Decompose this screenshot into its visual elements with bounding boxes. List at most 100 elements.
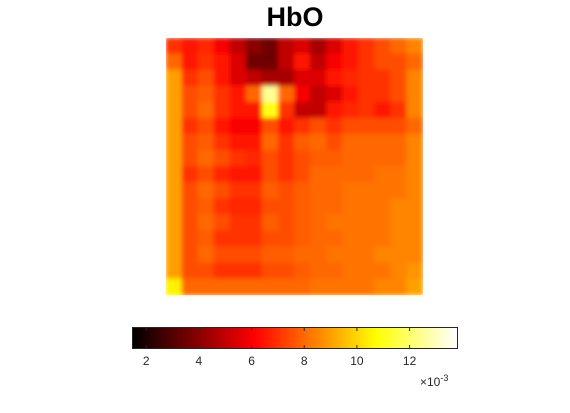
heatmap-cell [229, 166, 247, 184]
heatmap-cell [406, 166, 423, 184]
heatmap-cell [213, 246, 231, 264]
heatmap-cell [294, 230, 312, 248]
heatmap-cell [261, 246, 279, 264]
heatmap-cell [166, 101, 183, 119]
heatmap-cell [358, 69, 376, 87]
heatmap-cell [406, 262, 423, 280]
heatmap-cell [310, 69, 328, 87]
heatmap-cell [229, 149, 247, 167]
heatmap-cell [229, 198, 247, 216]
heatmap-cell [245, 262, 263, 280]
heatmap-cell [358, 262, 376, 280]
heatmap-cell [390, 38, 408, 55]
heatmap-cell [390, 230, 408, 248]
heatmap-cell [166, 246, 183, 264]
heatmap-cell [277, 182, 295, 200]
heatmap-cell [326, 230, 344, 248]
heatmap-cell [181, 53, 199, 71]
heatmap-cell [326, 182, 344, 200]
heatmap-cell [181, 182, 199, 200]
heatmap-cell [326, 133, 344, 151]
heatmap-cell [358, 101, 376, 119]
heatmap-cell [277, 53, 295, 71]
heatmap-cell [213, 149, 231, 167]
heatmap-cell [197, 101, 215, 119]
heatmap-cell [229, 69, 247, 87]
heatmap-cell [326, 278, 344, 295]
heatmap-cell [261, 149, 279, 167]
heatmap-area [166, 38, 423, 295]
heatmap-cell [277, 246, 295, 264]
heatmap-cell [390, 117, 408, 135]
heatmap-cell [166, 262, 183, 280]
heatmap-cell [294, 182, 312, 200]
heatmap-cell [406, 230, 423, 248]
heatmap-cell [181, 85, 199, 103]
heatmap-cell [261, 85, 279, 103]
heatmap-cell [277, 198, 295, 216]
heatmap-cell [310, 230, 328, 248]
heatmap-cell [294, 69, 312, 87]
heatmap-cell [166, 53, 183, 71]
heatmap-cell [197, 182, 215, 200]
chart-title: HbO [266, 2, 324, 32]
heatmap-cell [358, 214, 376, 232]
heatmap-cell [406, 182, 423, 200]
heatmap-cell [310, 182, 328, 200]
heatmap-cell [326, 262, 344, 280]
heatmap-cell [342, 166, 360, 184]
heatmap-cell [390, 53, 408, 71]
heatmap-cell [261, 69, 279, 87]
heatmap-cell [294, 246, 312, 264]
heatmap-cell [406, 38, 423, 55]
colorbar-ticks [145, 328, 411, 348]
heatmap-cell [229, 262, 247, 280]
heatmap-cell [197, 262, 215, 280]
heatmap-cell [197, 214, 215, 232]
heatmap-cell [294, 133, 312, 151]
heatmap-cell [261, 230, 279, 248]
heatmap-cell [261, 262, 279, 280]
heatmap-cell [374, 278, 392, 295]
heatmap-cell [358, 85, 376, 103]
heatmap-cell [358, 182, 376, 200]
heatmap-cell [374, 246, 392, 264]
heatmap-cell [277, 230, 295, 248]
heatmap-cell [374, 262, 392, 280]
heatmap-cell [197, 278, 215, 295]
heatmap-cell [229, 38, 247, 55]
heatmap-cell [229, 85, 247, 103]
heatmap-cell [166, 230, 183, 248]
heatmap-cell [181, 101, 199, 119]
colorbar-multiplier-exponent: -3 [440, 373, 449, 383]
heatmap-cell [229, 133, 247, 151]
heatmap-cell [294, 278, 312, 295]
heatmap-cell [245, 38, 263, 55]
heatmap-cell [213, 214, 231, 232]
heatmap-cell [406, 69, 423, 87]
heatmap-cell [166, 69, 183, 87]
heatmap-cell [358, 246, 376, 264]
heatmap-cell [197, 53, 215, 71]
heatmap-cell [406, 53, 423, 71]
heatmap-cell [181, 198, 199, 216]
heatmap-cell [358, 230, 376, 248]
heatmap-cell [261, 38, 279, 55]
heatmap-cell [245, 85, 263, 103]
heatmap-cell [390, 101, 408, 119]
heatmap-cell [310, 214, 328, 232]
heatmap-cell [245, 117, 263, 135]
heatmap-cell [197, 85, 215, 103]
heatmap-cell [342, 53, 360, 71]
heatmap-cell [197, 149, 215, 167]
heatmap-cell [374, 101, 392, 119]
heatmap-cell [213, 117, 231, 135]
heatmap-cell [342, 182, 360, 200]
heatmap-cell [374, 230, 392, 248]
heatmap-cell [326, 117, 344, 135]
heatmap-cell [310, 38, 328, 55]
heatmap-cell [390, 262, 408, 280]
heatmap-cell [197, 69, 215, 87]
heatmap-cell [406, 149, 423, 167]
